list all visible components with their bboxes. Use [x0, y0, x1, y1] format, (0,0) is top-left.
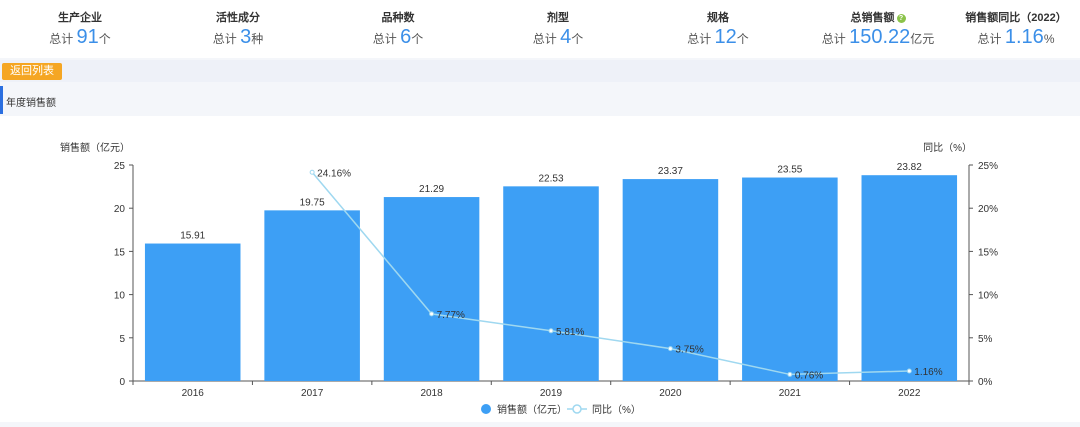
stat-varieties: 品种数 总计 6个 — [318, 0, 478, 58]
y-tick-label: 25 — [114, 161, 126, 172]
stat-value: 91 — [76, 26, 99, 48]
y2-tick-label: 10% — [978, 291, 998, 302]
summary-stats: 生产企业 总计 91个 活性成分 总计 3种 品种数 总计 6个 剂型 总计 4… — [0, 0, 1080, 58]
stat-prefix: 总计 — [372, 32, 397, 46]
stat-prefix: 总计 — [212, 32, 237, 46]
bar — [861, 175, 958, 381]
yoy-point — [787, 371, 793, 377]
x-tick-label: 2017 — [301, 388, 324, 399]
bar-data-label: 19.75 — [300, 197, 325, 208]
toolbar — [0, 60, 1080, 82]
x-tick-label: 2019 — [540, 388, 563, 399]
legend-bar-label: 销售额（亿元） — [497, 403, 567, 416]
stat-unit: 亿元 — [910, 32, 935, 46]
bar-data-label: 23.37 — [658, 166, 683, 177]
y-tick-label: 10 — [114, 291, 126, 302]
bar-data-label: 15.91 — [180, 231, 205, 242]
stat-prefix: 总计 — [687, 32, 712, 46]
annual-sales-chart: 0 5 10 15 20 25 0% 5% 10% 15% 20% 25% 销售额（亿元） 同比（%） 15… — [60, 141, 998, 416]
yoy-data-label: 5.81% — [556, 327, 584, 338]
stat-label: 剂型 — [547, 12, 569, 24]
stat-value: 1.16 — [1004, 26, 1044, 48]
legend-line-marker — [572, 404, 582, 414]
stat-label: 活性成分 — [216, 12, 260, 24]
stat-label: 生产企业 — [58, 12, 102, 24]
stat-unit: 种 — [251, 32, 264, 46]
section-accent — [0, 86, 3, 114]
yoy-point — [548, 328, 554, 334]
x-tick-label: 2016 — [182, 388, 205, 399]
stat-unit: 个 — [98, 32, 111, 46]
yoy-line — [311, 171, 910, 376]
y-tick-label: 15 — [114, 247, 126, 258]
legend-line-label: 同比（%） — [592, 404, 641, 416]
stat-unit: 个 — [411, 32, 424, 46]
y2-tick-label: 25% — [978, 161, 998, 172]
y2-tick-label: 15% — [978, 247, 998, 258]
y-tick-label: 20 — [114, 204, 126, 215]
stat-label: 总销售额 — [850, 12, 895, 24]
bar-data-label: 21.29 — [419, 184, 444, 195]
yoy-data-label: 7.77% — [437, 310, 465, 321]
right-axis-title: 同比（%） — [923, 142, 972, 154]
stat-prefix: 总计 — [49, 32, 74, 46]
stat-prefix: 总计 — [532, 32, 557, 46]
bar — [503, 186, 599, 381]
stat-label: 销售额同比（2022） — [965, 12, 1067, 24]
help-icon[interactable]: ? — [896, 14, 906, 23]
stat-prefix: 总计 — [977, 32, 1002, 46]
stat-specifications: 规格 总计 12个 — [638, 0, 798, 58]
stat-prefix: 总计 — [821, 32, 846, 46]
bar-data-label: 22.53 — [538, 173, 563, 184]
stat-unit: 个 — [571, 32, 584, 46]
y2-tick-label: 5% — [978, 334, 993, 345]
yoy-data-label: 0.76% — [795, 370, 823, 381]
back-to-list-button[interactable]: 返回列表 — [2, 63, 62, 80]
yoy-point — [667, 346, 673, 352]
stat-total-sales: 总销售额? 总计 150.22亿元 — [798, 0, 958, 58]
stat-active-ingredients: 活性成分 总计 3种 — [158, 0, 318, 58]
section-title: 年度销售额 — [6, 98, 56, 109]
stat-unit: % — [1043, 32, 1055, 46]
yoy-point — [309, 169, 315, 175]
x-tick-label: 2022 — [898, 388, 921, 399]
stat-label: 规格 — [707, 12, 729, 24]
stat-value: 6 — [400, 26, 412, 48]
stat-dosage-forms: 剂型 总计 4个 — [478, 0, 638, 58]
stat-manufacturers: 生产企业 总计 91个 — [0, 0, 160, 58]
yoy-data-label: 1.16% — [914, 367, 942, 378]
y2-tick-label: 0% — [978, 377, 993, 388]
yoy-point — [429, 311, 435, 317]
section-header — [0, 86, 1080, 114]
stat-value: 150.22 — [849, 26, 911, 48]
yoy-point — [906, 368, 912, 374]
stat-value: 4 — [560, 26, 572, 48]
left-axis-title: 销售额（亿元） — [60, 141, 130, 154]
bar-data-label: 23.55 — [777, 165, 802, 176]
stat-value: 12 — [714, 26, 737, 48]
bar — [742, 177, 838, 381]
stat-label: 品种数 — [381, 12, 415, 24]
stat-value: 3 — [240, 26, 252, 48]
yoy-data-label: 3.75% — [675, 345, 703, 356]
x-tick-label: 2020 — [659, 388, 682, 399]
stat-unit: 个 — [736, 32, 749, 46]
x-tick-label: 2021 — [779, 388, 802, 399]
bar — [383, 197, 480, 381]
y2-tick-label: 20% — [978, 204, 998, 215]
legend-bar-swatch — [481, 404, 491, 414]
yoy-data-label: 24.16% — [317, 168, 351, 179]
bar-data-label: 23.82 — [897, 162, 922, 173]
y-tick-label: 5 — [119, 334, 125, 345]
y-tick-label: 0 — [119, 377, 125, 388]
bar — [144, 243, 241, 381]
bar — [264, 210, 360, 381]
stat-sales-yoy: 销售额同比（2022） 总计 1.16% — [952, 0, 1080, 58]
chart-panel: 0 5 10 15 20 25 0% 5% 10% 15% 20% 25% 销售额（亿元） 同比（%） 15… — [0, 116, 1080, 422]
x-tick-label: 2018 — [420, 388, 443, 399]
